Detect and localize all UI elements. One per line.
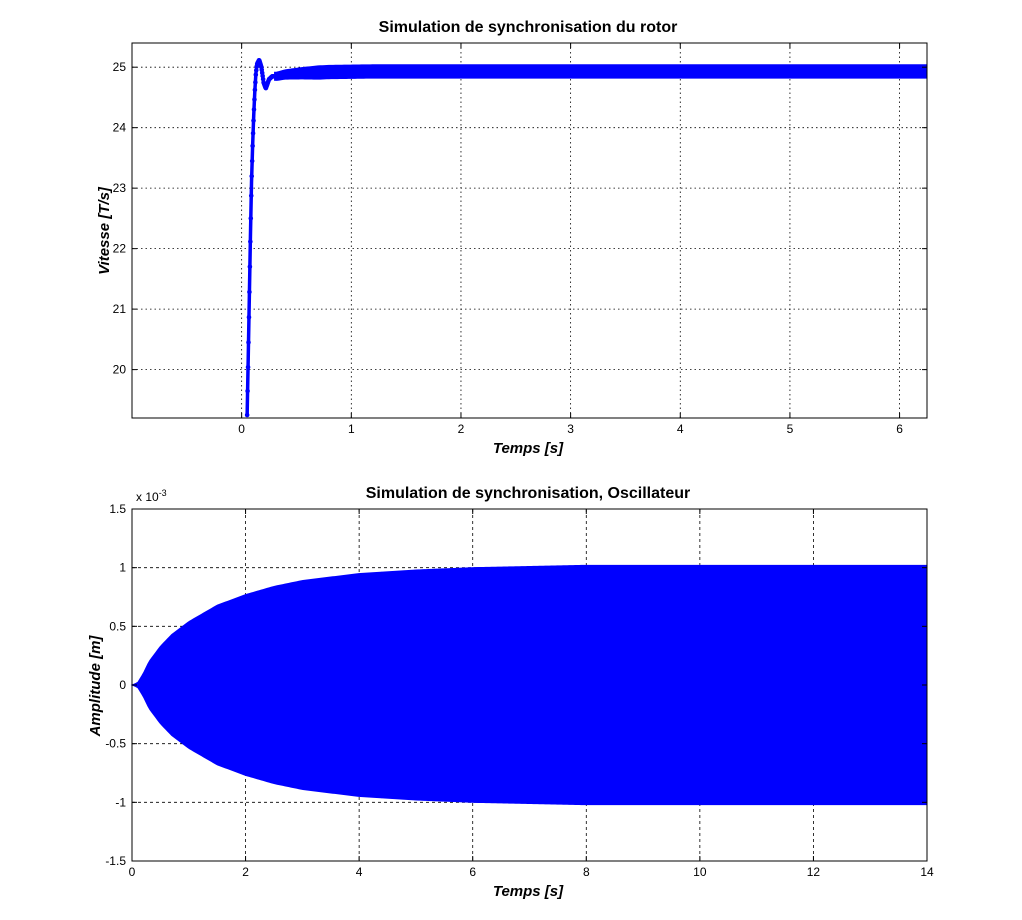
y-tick-label: 0 bbox=[119, 678, 126, 692]
speed-data-point bbox=[250, 130, 256, 136]
y-axis-label: Amplitude [m] bbox=[87, 635, 104, 738]
x-tick-label: 2 bbox=[242, 865, 249, 879]
x-tick-label: 4 bbox=[677, 422, 684, 436]
speed-data-point bbox=[249, 158, 255, 164]
speed-data-point bbox=[248, 193, 254, 199]
x-tick-label: 10 bbox=[693, 865, 707, 879]
y-tick-label: 20 bbox=[113, 363, 127, 377]
y-tick-label: -1.5 bbox=[105, 854, 126, 868]
speed-data-point bbox=[253, 72, 259, 78]
x-tick-label: 8 bbox=[583, 865, 590, 879]
y-tick-label: 21 bbox=[113, 302, 127, 316]
speed-data-point bbox=[248, 239, 253, 244]
speed-data-point bbox=[251, 107, 257, 112]
y-axis-label: Vitesse [T/s] bbox=[96, 186, 113, 275]
x-tick-label: 5 bbox=[787, 422, 794, 436]
speed-data-point bbox=[252, 97, 257, 102]
x-tick-label: 6 bbox=[896, 422, 903, 436]
y-tick-label: 1.5 bbox=[109, 502, 126, 516]
amplitude-envelope-fill bbox=[130, 564, 928, 806]
x-axis-label: Temps [s] bbox=[493, 883, 564, 900]
y-multiplier-label: x 10-3 bbox=[136, 488, 167, 504]
y-tick-label: -0.5 bbox=[105, 737, 126, 751]
x-axis-label: Temps [s] bbox=[493, 440, 564, 457]
plot-frame bbox=[131, 42, 928, 419]
x-tick-label: 14 bbox=[920, 865, 934, 879]
x-tick-label: 12 bbox=[807, 865, 821, 879]
y-tick-label: -1 bbox=[115, 795, 126, 809]
speed-data-point bbox=[272, 73, 277, 79]
speed-data-point bbox=[246, 340, 251, 345]
x-tick-label: 3 bbox=[567, 422, 574, 436]
chart-title: Simulation de synchronisation, Oscillate… bbox=[366, 485, 691, 502]
speed-data-point bbox=[253, 80, 258, 85]
x-tick-label: 0 bbox=[129, 865, 136, 879]
y-tick-label: 0.5 bbox=[109, 619, 126, 633]
speed-data-point bbox=[246, 314, 252, 320]
y-multiplier-base: x 10 bbox=[136, 490, 159, 504]
x-tick-label: 0 bbox=[238, 422, 245, 436]
chart-title: Simulation de synchronisation du rotor bbox=[379, 19, 678, 36]
speed-data-point bbox=[247, 264, 253, 270]
x-tick-label: 1 bbox=[348, 422, 355, 436]
speed-data-point bbox=[245, 388, 250, 394]
speed-data-point bbox=[251, 118, 256, 123]
x-tick-label: 6 bbox=[469, 865, 476, 879]
y-tick-label: 1 bbox=[119, 561, 126, 575]
speed-data-point bbox=[247, 289, 252, 295]
speed-data-point bbox=[244, 412, 250, 418]
y-tick-label: 24 bbox=[113, 121, 127, 135]
x-tick-label: 4 bbox=[356, 865, 363, 879]
x-tick-label: 2 bbox=[458, 422, 465, 436]
y-multiplier-exponent: -3 bbox=[159, 488, 167, 498]
y-tick-label: 25 bbox=[113, 60, 127, 74]
speed-data-point bbox=[252, 87, 258, 93]
speed-data-point bbox=[248, 216, 254, 221]
speed-data-point bbox=[250, 143, 255, 149]
oscillator-amplitude-chart: Simulation de synchronisation, Oscillate… bbox=[87, 485, 934, 900]
speed-data-point bbox=[245, 364, 251, 370]
speed-data-point bbox=[253, 67, 259, 73]
y-tick-label: 22 bbox=[113, 242, 127, 256]
y-tick-label: 23 bbox=[113, 181, 127, 195]
speed-data-point bbox=[249, 173, 255, 179]
